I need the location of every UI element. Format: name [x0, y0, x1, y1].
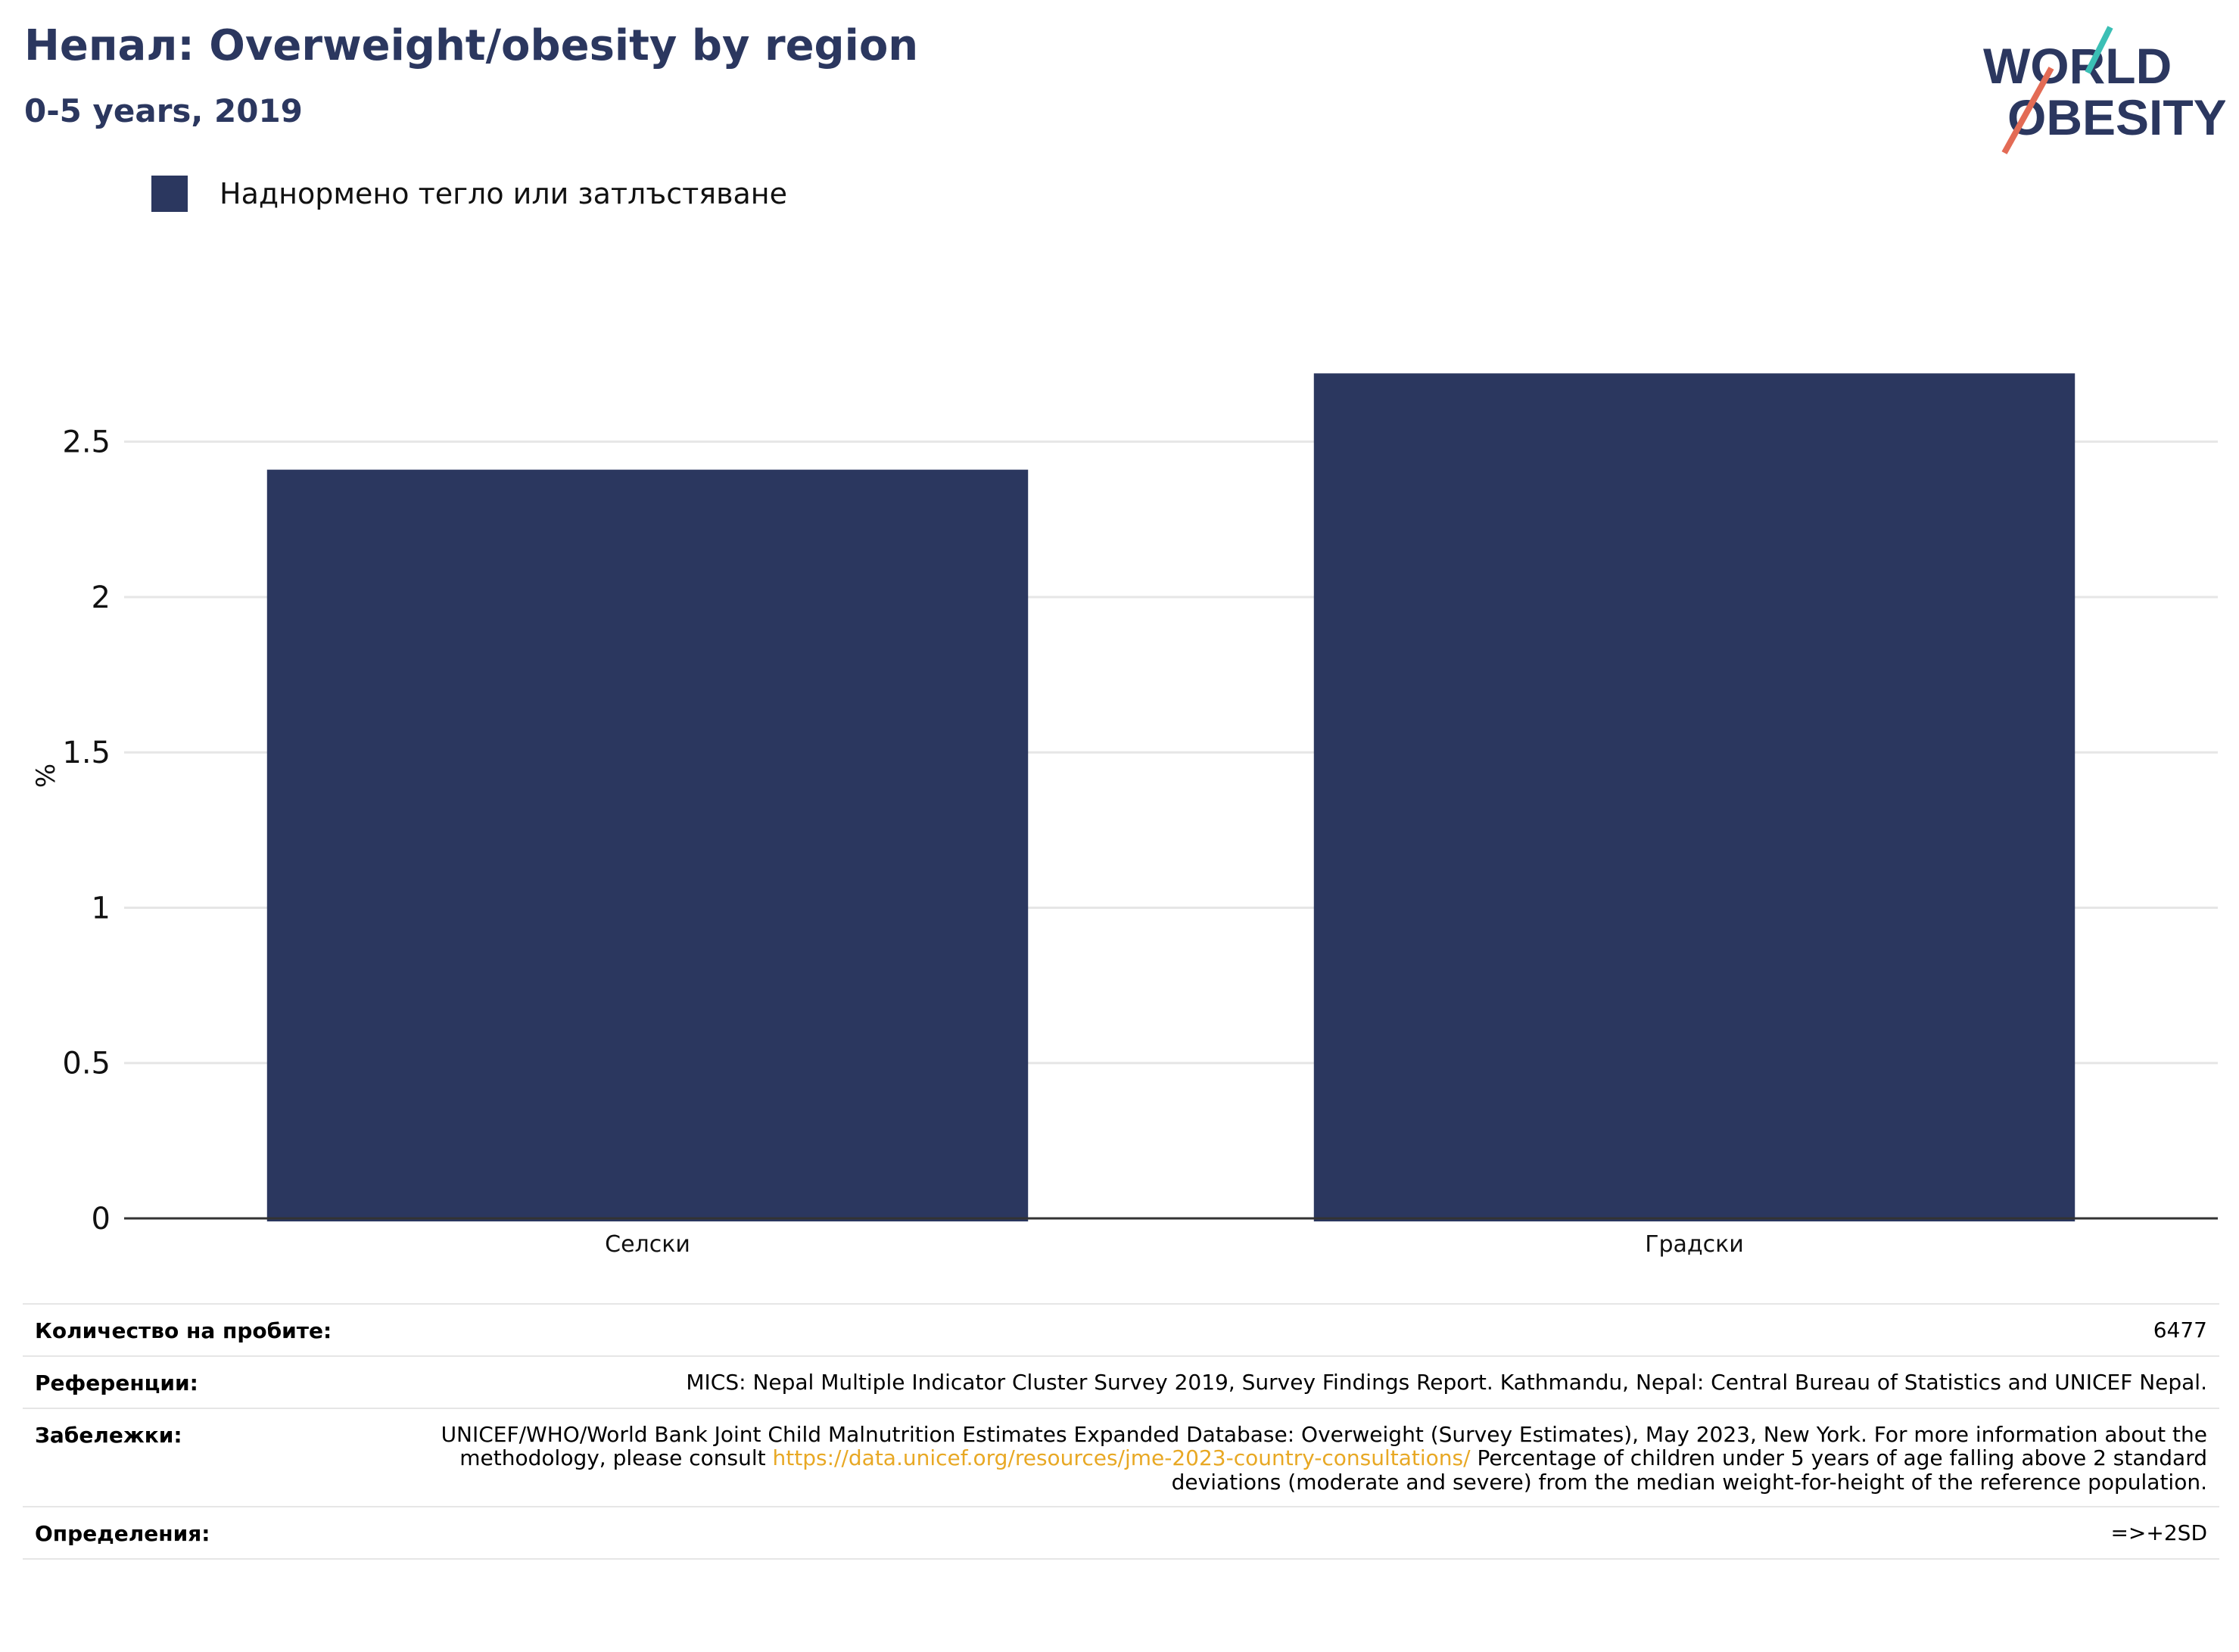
world-obesity-logo: WORLD OBESITY: [1983, 26, 2225, 154]
x-tick-label: Селски: [605, 1231, 690, 1258]
y-axis-label: %: [31, 764, 61, 788]
bar: [266, 469, 1029, 1221]
info-row-sample-size: Количество на пробите: 6477: [23, 1303, 2219, 1355]
y-tick-label: 1: [92, 891, 111, 926]
info-value: 6477: [2153, 1318, 2207, 1342]
info-table: Количество на пробите: 6477 Референции: …: [23, 1303, 2219, 1560]
methodology-link[interactable]: https://data.unicef.org/resources/jme-20…: [772, 1445, 1471, 1471]
legend-swatch: [151, 176, 188, 212]
info-value: =>+2SD: [2110, 1520, 2207, 1546]
logo-slash-teal: [2085, 26, 2113, 74]
y-tick-label: 0.5: [62, 1047, 111, 1081]
notes-text-after: Percentage of children under 5 years of …: [1171, 1445, 2207, 1495]
notes-text-before: UNICEF/WHO/World Bank Joint Child Malnut…: [441, 1422, 2207, 1471]
chart-title: Непал: Overweight/obesity by region: [24, 21, 919, 70]
y-tick-label: 1.5: [62, 736, 111, 770]
logo-slash-coral: [2001, 67, 2054, 154]
bar: [1313, 373, 2076, 1221]
x-tick-label: Градски: [1645, 1231, 1744, 1258]
info-value: UNICEF/WHO/World Bank Joint Child Malnut…: [428, 1423, 2207, 1494]
info-row-references: Референции: MICS: Nepal Multiple Indicat…: [23, 1355, 2219, 1408]
y-tick-label: 2.5: [62, 425, 111, 460]
y-tick-label: 2: [92, 580, 111, 615]
legend: Наднормено тегло или затлъстяване: [151, 176, 787, 212]
info-key: Определения:: [35, 1521, 210, 1547]
logo-word-world: WORLD: [1983, 38, 2172, 94]
legend-label: Наднормено тегло или затлъстяване: [220, 177, 787, 210]
info-value: MICS: Nepal Multiple Indicator Cluster S…: [686, 1370, 2207, 1395]
info-row-notes: Забележки: UNICEF/WHO/World Bank Joint C…: [23, 1408, 2219, 1506]
bar-chart: 0 0.5 1 1.5 2 2.5% Селски Градски: [31, 373, 2218, 1258]
info-key: Забележки:: [35, 1423, 182, 1448]
chart-subtitle: 0-5 years, 2019: [24, 92, 303, 129]
info-key: Количество на пробите:: [35, 1318, 332, 1343]
info-key: Референции:: [35, 1370, 198, 1395]
info-row-definitions: Определения: =>+2SD: [23, 1506, 2219, 1560]
logo-word-obesity: OBESITY: [2007, 89, 2225, 145]
y-tick-label: 0: [92, 1202, 111, 1237]
